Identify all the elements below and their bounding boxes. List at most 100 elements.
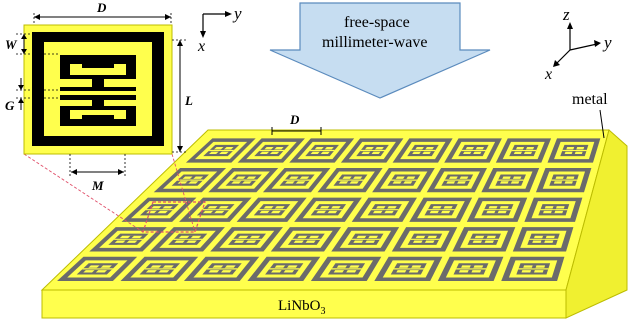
cell-gap-line bbox=[497, 179, 524, 181]
cell-stem-top bbox=[282, 265, 289, 269]
array-cell bbox=[247, 256, 321, 282]
inset-G-label: G bbox=[5, 98, 15, 113]
cell-gap-line bbox=[208, 149, 235, 152]
cell-stem-bottom bbox=[437, 210, 443, 214]
array-cell bbox=[262, 167, 331, 193]
cell-stem-bottom bbox=[561, 180, 566, 184]
array-cell bbox=[120, 256, 199, 282]
cell-stem-top bbox=[421, 146, 427, 150]
cell-gap-line bbox=[201, 209, 230, 211]
cell-stem-top bbox=[305, 235, 311, 239]
cell-gap-line bbox=[82, 268, 114, 270]
cell-stem-top bbox=[407, 265, 413, 269]
array-cell bbox=[310, 256, 382, 282]
array-cell bbox=[153, 167, 227, 193]
cell-gap-line bbox=[351, 238, 381, 240]
cell-stem-bottom bbox=[185, 180, 192, 184]
cell-stem-top bbox=[469, 265, 475, 269]
cell-gap-line bbox=[562, 149, 587, 152]
cell-gap-line bbox=[540, 209, 568, 211]
cell-stem-top bbox=[482, 235, 488, 239]
cell-stem-bottom bbox=[540, 239, 546, 243]
cell-gap-line bbox=[337, 179, 364, 181]
slab-side-face bbox=[565, 129, 628, 319]
cell-stem-top bbox=[402, 176, 408, 180]
cell-stem-bottom bbox=[238, 180, 245, 184]
inset-M-label: M bbox=[91, 178, 104, 193]
cell-stem-bottom bbox=[216, 151, 223, 155]
axes-2d: y x bbox=[197, 4, 242, 55]
cell-stem-top bbox=[552, 206, 557, 210]
cell-stem-bottom bbox=[470, 151, 475, 155]
array-cell bbox=[535, 167, 592, 193]
cell-stem-bottom bbox=[210, 210, 217, 214]
cell-stem-top bbox=[127, 235, 135, 239]
array-cell bbox=[149, 227, 225, 252]
cell-stem-top bbox=[242, 176, 249, 180]
cell-stem-top bbox=[383, 206, 389, 210]
wave-label-2: millimeter-wave bbox=[322, 34, 427, 51]
metal-label: metal bbox=[572, 91, 608, 108]
cell-stem-bottom bbox=[419, 151, 425, 155]
array-cell bbox=[317, 167, 383, 193]
cell-stem-top bbox=[371, 146, 377, 150]
array-cell bbox=[340, 138, 404, 163]
cell-stem-bottom bbox=[266, 151, 273, 155]
array-cell bbox=[391, 227, 458, 252]
cell-stem-top bbox=[321, 146, 327, 150]
cell-gap-line bbox=[258, 209, 287, 211]
cell-stem-bottom bbox=[279, 269, 286, 273]
cell-gap-line bbox=[268, 268, 300, 270]
cell-stem-bottom bbox=[530, 269, 536, 273]
cell-gap-line bbox=[173, 238, 203, 240]
array-cell bbox=[331, 227, 400, 252]
array-cell bbox=[547, 138, 601, 163]
array-cell bbox=[57, 256, 138, 282]
axes-3d: z y x bbox=[544, 5, 612, 83]
cell-gap-line bbox=[314, 209, 343, 211]
inset-D-label: D bbox=[96, 0, 107, 15]
cell-stem-bottom bbox=[421, 239, 427, 243]
cell-stem-bottom bbox=[550, 210, 556, 214]
cell-gap-line bbox=[393, 268, 425, 270]
substrate-label: LiNbO3 bbox=[278, 298, 326, 317]
cell-stem-bottom bbox=[182, 239, 190, 243]
cell-stem-bottom bbox=[405, 269, 411, 273]
inset-dimensions: D W G L M bbox=[5, 0, 193, 193]
cell-gap-line bbox=[232, 238, 262, 240]
cell-stem-top bbox=[496, 206, 501, 210]
cell-stem-top bbox=[573, 146, 578, 150]
cell-stem-top bbox=[214, 206, 221, 210]
cell-stem-bottom bbox=[267, 210, 274, 214]
inset-L-label: L bbox=[184, 93, 193, 108]
cell-stem-top bbox=[531, 265, 537, 269]
cell-gap-line bbox=[370, 209, 399, 211]
cell-stem-bottom bbox=[154, 210, 161, 214]
cell-gap-line bbox=[145, 209, 174, 211]
array-cell bbox=[294, 197, 362, 222]
metal-callout: metal bbox=[572, 91, 608, 139]
cell-gap-line bbox=[455, 268, 487, 270]
cell-stem-bottom bbox=[494, 210, 499, 214]
cell-stem-top bbox=[189, 176, 196, 180]
cell-stem-bottom bbox=[380, 210, 387, 214]
array-cell bbox=[495, 138, 552, 163]
axis3d-z: z bbox=[562, 5, 570, 24]
cell-stem-top bbox=[456, 176, 461, 180]
cell-gap-line bbox=[518, 268, 549, 270]
array-cell bbox=[426, 167, 487, 193]
axis2d-x: x bbox=[197, 38, 205, 55]
array-cell bbox=[210, 227, 283, 252]
cell-stem-top bbox=[509, 176, 514, 180]
array-cell bbox=[437, 256, 504, 282]
cell-gap-line bbox=[283, 179, 311, 181]
cell-stem-top bbox=[296, 176, 302, 180]
zoom-guides bbox=[23, 153, 206, 233]
cell-gap-line bbox=[259, 149, 285, 152]
cell-stem-bottom bbox=[302, 239, 308, 243]
cell-stem-bottom bbox=[217, 269, 224, 273]
cell-gap-line bbox=[390, 179, 418, 181]
cell-gap-line bbox=[206, 268, 238, 270]
array-cell bbox=[351, 197, 417, 222]
array-D-label: D bbox=[289, 112, 300, 127]
